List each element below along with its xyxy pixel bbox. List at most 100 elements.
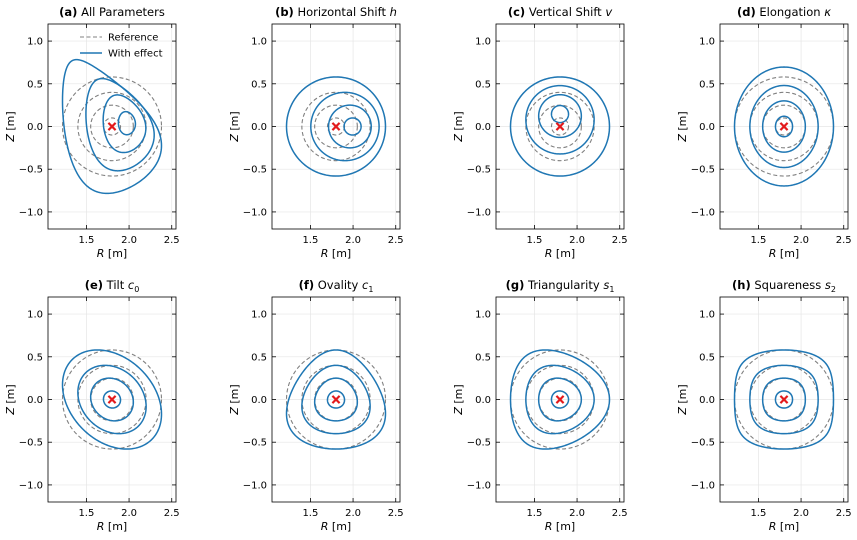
- y-axis-label: Z [m]: [4, 384, 17, 415]
- y-tick-label: 0.0: [251, 395, 267, 406]
- reference-surface-4: [61, 349, 163, 450]
- effect-surface-1: [117, 110, 137, 136]
- effect-surface-4: [285, 76, 387, 177]
- y-tick-label: −1.0: [691, 207, 715, 218]
- legend-effect-label: With effect: [108, 49, 163, 60]
- reference-surface-2: [314, 104, 358, 149]
- effect-surface-3: [749, 364, 819, 435]
- magnetic-axis-marker: [331, 122, 341, 131]
- subplot-title: (f) Ovality c1: [299, 278, 374, 294]
- magnetic-axis-marker: [107, 395, 117, 404]
- effect-surface-4: [61, 58, 163, 195]
- x-axis-label: R [m]: [321, 520, 351, 533]
- effect-surface-2: [761, 100, 807, 153]
- reference-surface-1: [550, 117, 570, 136]
- effect-surface-3: [310, 91, 380, 162]
- x-tick-label: 2.5: [164, 235, 180, 246]
- effect-surface-4: [733, 349, 835, 450]
- y-tick-label: 0.5: [251, 79, 267, 90]
- y-tick-label: −0.5: [467, 438, 491, 449]
- legend-reference-label: Reference: [108, 33, 158, 44]
- y-tick-label: −1.0: [243, 207, 267, 218]
- y-tick-label: −0.5: [467, 165, 491, 176]
- effect-surface-4: [733, 66, 835, 187]
- y-tick-label: 0.5: [251, 352, 267, 363]
- effect-surface-1: [326, 390, 346, 409]
- y-tick-label: −1.0: [467, 480, 491, 491]
- y-tick-label: −1.0: [691, 480, 715, 491]
- effect-surface-2: [313, 377, 359, 422]
- effect-surface-1: [774, 115, 794, 138]
- legend: Reference With effect: [80, 33, 163, 60]
- subplot-title: (e) Tilt c0: [85, 278, 140, 294]
- x-tick-label: 1.5: [526, 235, 542, 246]
- plot-area: [509, 76, 611, 177]
- effect-surface-4: [509, 349, 611, 450]
- y-tick-label: 0.0: [251, 122, 267, 133]
- magnetic-axis-marker: [107, 122, 117, 131]
- y-tick-label: 1.0: [699, 310, 715, 321]
- y-tick-label: 1.0: [251, 37, 267, 48]
- x-tick-label: 1.5: [78, 235, 94, 246]
- y-tick-label: 1.0: [27, 37, 43, 48]
- reference-surface-4: [285, 349, 387, 450]
- x-tick-label: 2.0: [121, 508, 137, 519]
- effect-surface-4: [509, 76, 611, 177]
- y-axis-label: Z [m]: [4, 111, 17, 142]
- y-tick-label: −1.0: [19, 480, 43, 491]
- y-tick-label: −0.5: [243, 165, 267, 176]
- y-tick-label: 0.5: [475, 79, 491, 90]
- x-axis-label: R [m]: [545, 247, 575, 260]
- y-tick-label: −1.0: [19, 207, 43, 218]
- x-axis-label: R [m]: [769, 520, 799, 533]
- y-tick-label: −0.5: [243, 438, 267, 449]
- subplot-a: 1.5 2.0 2.5 −1.0 −0.5 0.0 0.5 1.0 R [m] Z [m] (a) …: [4, 5, 180, 260]
- x-axis-label: R [m]: [97, 247, 127, 260]
- effect-surface-2: [761, 377, 807, 422]
- effect-surface-1: [102, 390, 122, 409]
- subplot-title: (d) Elongation κ: [737, 5, 831, 19]
- effect-surface-1: [343, 117, 362, 136]
- effect-surface-3: [77, 364, 147, 435]
- y-tick-label: −0.5: [19, 438, 43, 449]
- y-axis-label: Z [m]: [228, 111, 241, 142]
- x-axis-label: R [m]: [769, 247, 799, 260]
- effect-surface-3: [85, 77, 155, 172]
- magnetic-axis-marker: [555, 122, 565, 131]
- y-tick-label: 0.5: [27, 79, 43, 90]
- subplot-title: (c) Vertical Shift v: [508, 5, 613, 19]
- x-tick-label: 2.0: [793, 508, 809, 519]
- x-tick-label: 2.5: [836, 235, 852, 246]
- y-tick-label: 0.0: [699, 122, 715, 133]
- x-tick-label: 2.0: [345, 508, 361, 519]
- y-tick-label: 0.0: [475, 395, 491, 406]
- subplot-title: (b) Horizontal Shift h: [275, 5, 397, 19]
- plot-area: [733, 66, 835, 187]
- x-axis-label: R [m]: [97, 520, 127, 533]
- x-axis-label: R [m]: [321, 247, 351, 260]
- x-tick-label: 2.5: [388, 508, 404, 519]
- plot-area: [285, 349, 387, 450]
- subplot-d: 1.5 2.0 2.5 −1.0 −0.5 0.0 0.5 1.0 R [m] Z [m] (d) …: [676, 5, 852, 260]
- subplot-c: 1.5 2.0 2.5 −1.0 −0.5 0.0 0.5 1.0 R [m] Z [m] (c) …: [452, 5, 628, 260]
- effect-surface-1: [774, 390, 794, 409]
- y-tick-label: −0.5: [691, 438, 715, 449]
- y-tick-label: 0.5: [27, 352, 43, 363]
- effect-surface-4: [285, 349, 387, 450]
- y-tick-label: 1.0: [475, 37, 491, 48]
- magnetic-axis-marker: [779, 395, 789, 404]
- y-tick-label: 0.5: [699, 79, 715, 90]
- y-tick-label: −0.5: [691, 165, 715, 176]
- effect-surface-2: [327, 104, 372, 149]
- x-tick-label: 1.5: [750, 235, 766, 246]
- subplot-h: 1.5 2.0 2.5 −1.0 −0.5 0.0 0.5 1.0 R [m] Z [m] (h) …: [676, 278, 852, 533]
- y-axis-label: Z [m]: [228, 384, 241, 415]
- magnetic-axis-marker: [555, 395, 565, 404]
- y-tick-label: 1.0: [27, 310, 43, 321]
- reference-surface-4: [61, 76, 163, 177]
- magnetic-axis-marker: [331, 395, 341, 404]
- y-axis-label: Z [m]: [452, 111, 465, 142]
- effect-surface-3: [301, 364, 371, 435]
- effect-surface-1: [550, 104, 570, 124]
